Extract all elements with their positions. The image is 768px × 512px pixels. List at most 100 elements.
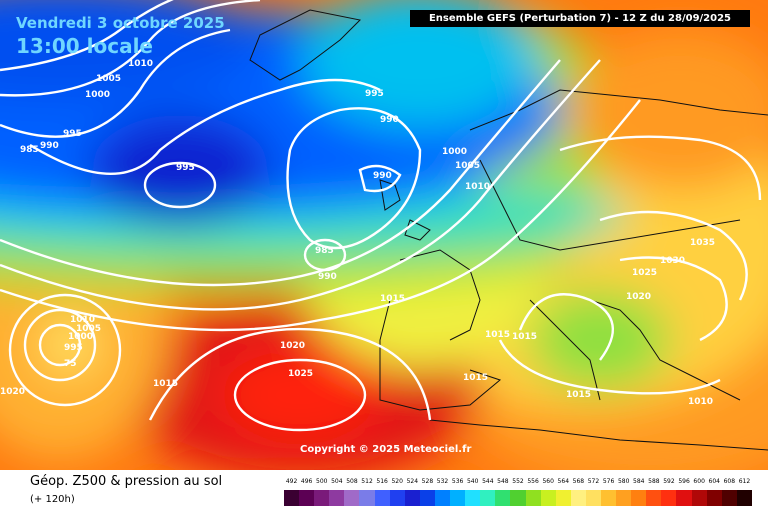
scale-label: 596: [678, 478, 690, 485]
scale-label: 564: [557, 478, 570, 485]
isobar-label: 995: [64, 343, 83, 353]
scale-swatch: [329, 490, 345, 506]
isobar-label: 1000: [85, 90, 110, 100]
scale-label: 548: [497, 478, 509, 485]
isobar-label: 990: [373, 171, 392, 181]
scale-label: 572: [587, 478, 600, 485]
legend-footer: Géop. Z500 & pression au sol (+ 120h) 49…: [0, 470, 768, 512]
model-run-header: Ensemble GEFS (Perturbation 7) - 12 Z du…: [410, 10, 750, 27]
scale-swatch: [706, 490, 722, 506]
scale-label: 500: [316, 478, 328, 485]
scale-label: 544: [482, 478, 494, 485]
isobar-label: 1020: [280, 341, 305, 351]
scale-swatch: [419, 490, 435, 506]
isobar-label: 985: [315, 246, 334, 256]
scale-swatch: [736, 490, 752, 506]
scale-label: 580: [617, 478, 630, 485]
scale-swatch: [374, 490, 390, 506]
product-title: Géop. Z500 & pression au sol: [30, 474, 223, 489]
isobar-label: 1015: [485, 330, 510, 340]
scale-swatch: [631, 490, 647, 506]
valid-time: 13:00 locale: [16, 34, 153, 58]
color-scale-bar: [284, 490, 752, 506]
scale-swatch: [465, 490, 481, 506]
scale-swatch: [585, 490, 601, 506]
scale-swatch: [721, 490, 737, 506]
scale-swatch: [616, 490, 632, 506]
scale-label: 492: [285, 478, 298, 485]
copyright-notice: Copyright © 2025 Meteociel.fr: [300, 444, 472, 455]
scale-label: 588: [648, 478, 660, 485]
isobar-label: 1015: [380, 294, 405, 304]
isobar-label: 1015: [566, 390, 591, 400]
scale-label: 560: [542, 478, 554, 485]
scale-label: 556: [527, 478, 539, 485]
isobar-label: 985: [20, 145, 39, 155]
isobar-label: 1000: [442, 147, 467, 157]
isobar-label: 1005: [76, 324, 101, 334]
isobar-label: 990: [380, 115, 399, 125]
scale-label: 576: [602, 478, 615, 485]
scale-label: 540: [466, 478, 479, 485]
scale-swatch: [600, 490, 617, 506]
scale-label: 512: [361, 478, 373, 485]
scale-label: 508: [346, 478, 358, 485]
scale-label: 516: [376, 478, 388, 485]
scale-label: 504: [331, 478, 343, 485]
scale-swatch: [434, 490, 451, 506]
scale-swatch: [480, 490, 496, 506]
scale-swatch: [510, 490, 526, 506]
scale-swatch: [646, 490, 662, 506]
isobar-label: 1010: [70, 315, 95, 325]
isobar-label: 1005: [96, 74, 121, 84]
isobar-label: 75: [64, 359, 77, 369]
isobar-labels: 1010 1005 1000 995 990 985 995 995 990 9…: [0, 59, 715, 407]
scale-label: 552: [512, 478, 524, 485]
scale-swatch: [525, 490, 541, 506]
isobar-label: 1030: [660, 256, 685, 266]
isobar-label: 1010: [465, 182, 490, 192]
isobar-label: 995: [365, 89, 384, 99]
scale-label: 532: [436, 478, 449, 485]
scale-swatch: [676, 490, 692, 506]
isobar-label: 1000: [68, 332, 93, 342]
scale-label: 520: [391, 478, 403, 485]
scale-label: 524: [406, 478, 419, 485]
isobar-label: 1020: [0, 387, 25, 397]
scale-label: 604: [708, 478, 720, 485]
scale-label: 536: [451, 478, 464, 485]
coastlines: [249, 9, 768, 451]
scale-swatch: [314, 490, 330, 506]
scale-swatch: [284, 490, 300, 506]
scale-swatch: [495, 490, 511, 506]
valid-date: Vendredi 3 octobre 2025: [16, 14, 225, 32]
scale-label: 608: [723, 478, 736, 485]
isobars: [0, 0, 762, 432]
scale-swatch: [570, 490, 586, 506]
scale-label: 592: [663, 478, 675, 485]
isobar-label: 1010: [128, 59, 153, 69]
scale-swatch: [661, 490, 677, 506]
forecast-offset: (+ 120h): [30, 494, 75, 505]
scale-swatch: [389, 490, 405, 506]
isobar-label: 1035: [690, 238, 715, 248]
isobar-label: 1025: [288, 369, 313, 379]
scale-label: 496: [300, 478, 313, 485]
weather-map: 1010 1005 1000 995 990 985 995 995 990 9…: [0, 0, 768, 470]
scale-swatch: [691, 490, 707, 506]
isobar-label: 995: [176, 163, 195, 173]
scale-label: 568: [572, 478, 585, 485]
isobar-label: 990: [318, 272, 337, 282]
isobar-label: 1025: [632, 268, 657, 278]
scale-swatch: [540, 490, 556, 506]
scale-swatch: [404, 490, 420, 506]
scale-swatch: [344, 490, 360, 506]
isobar-label: 1015: [153, 379, 178, 389]
isobar-label: 1015: [463, 373, 488, 383]
isobar-label: 1015: [512, 332, 537, 342]
color-scale-labels: 492 496 500 504 508 512 516 520 524 528 532 536 540 5…: [284, 478, 752, 488]
isobar-label: 1010: [688, 397, 713, 407]
scale-label: 584: [633, 478, 645, 485]
isobar-label: 1020: [626, 292, 651, 302]
